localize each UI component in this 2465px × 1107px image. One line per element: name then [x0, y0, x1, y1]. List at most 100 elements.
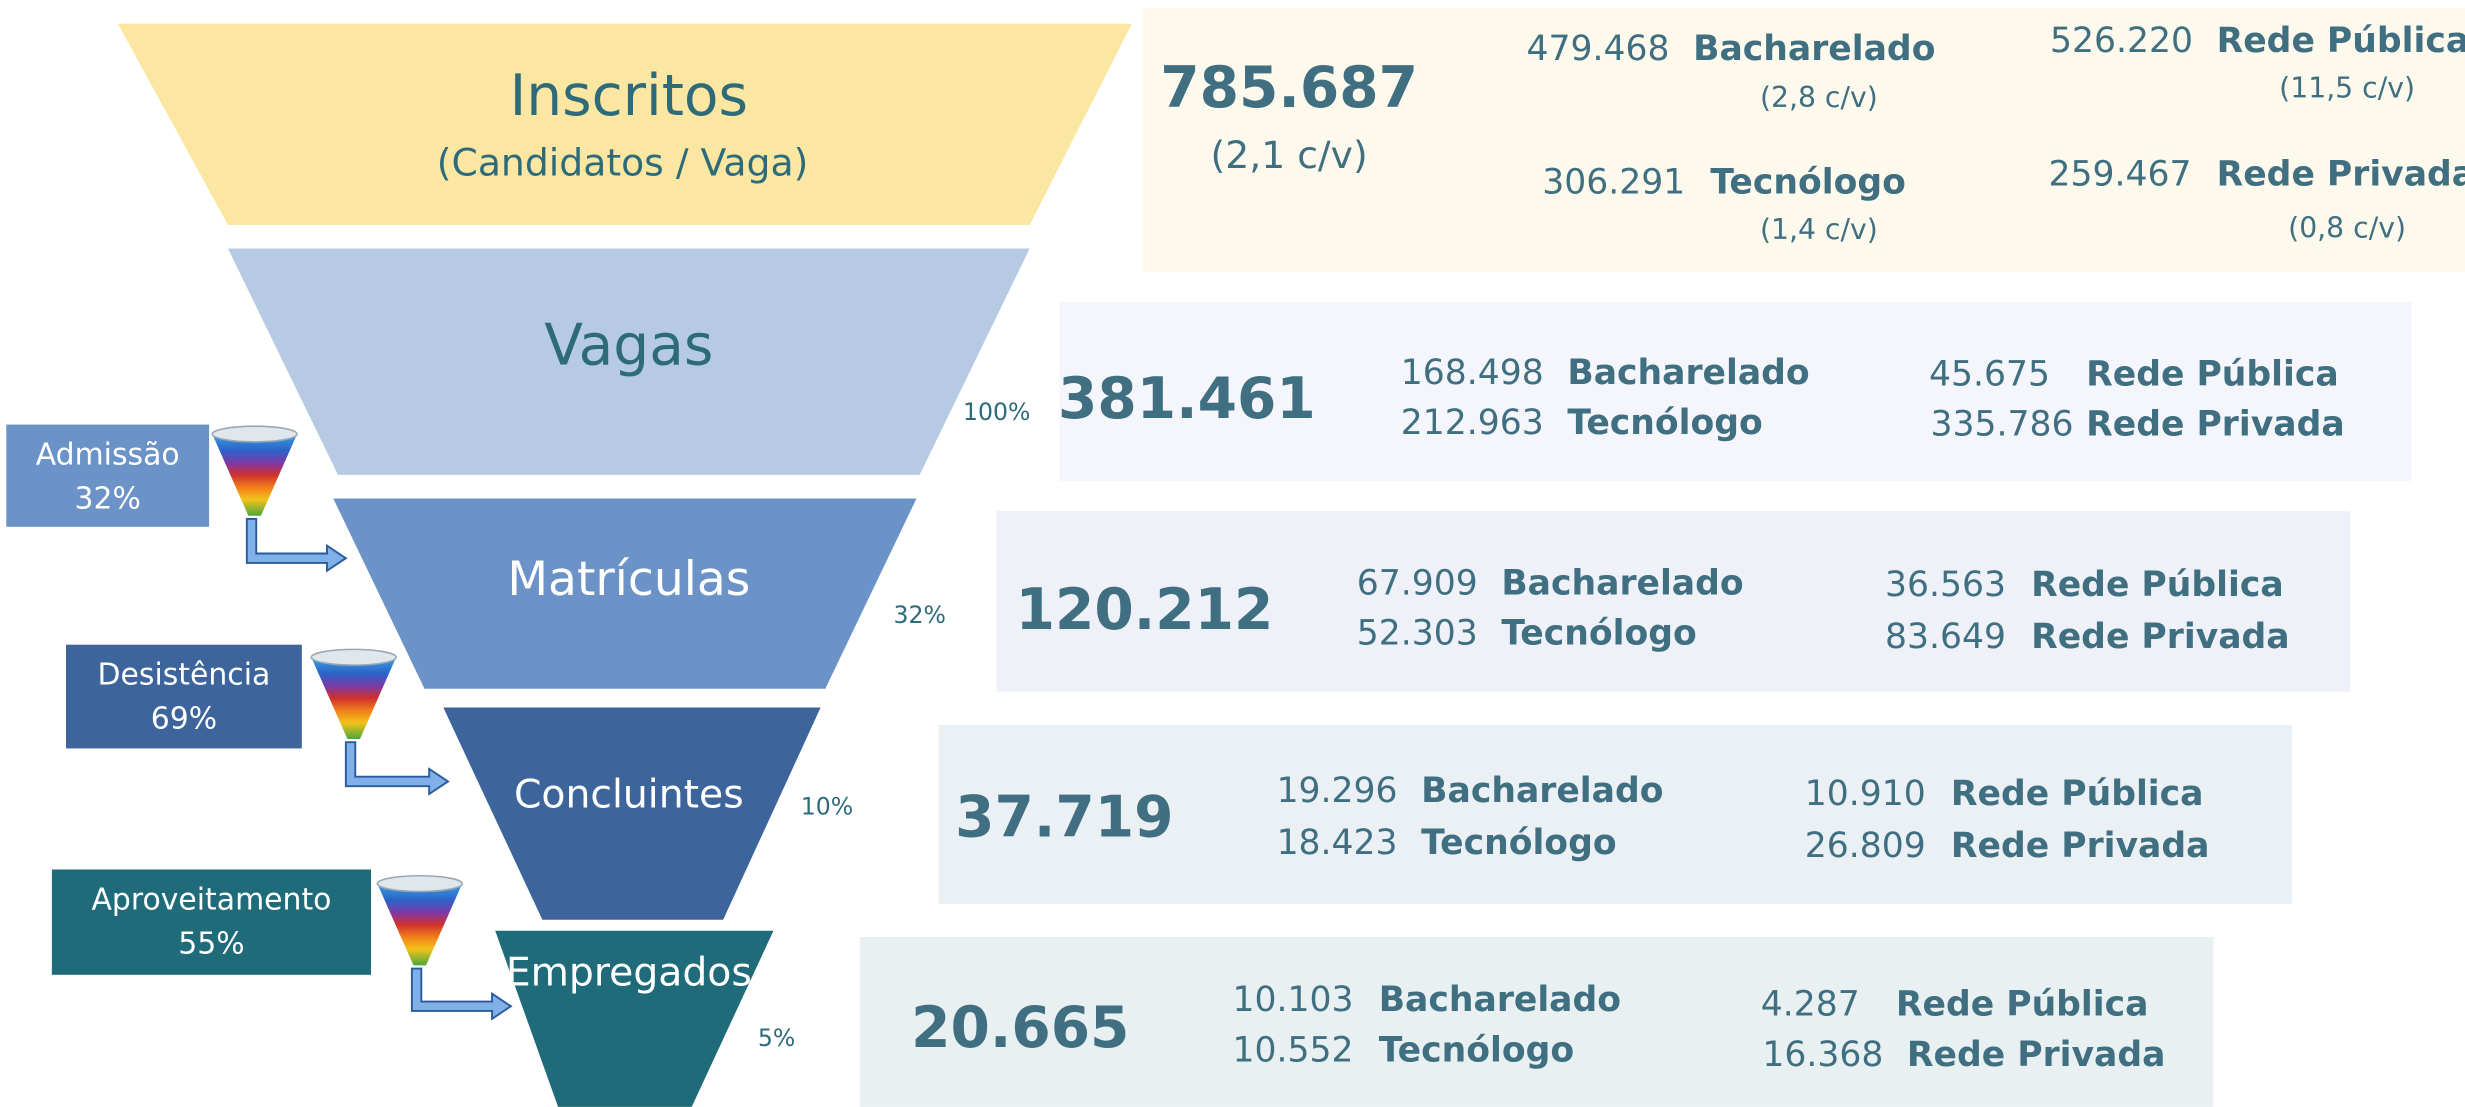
item-value: 16.368 — [1762, 1035, 1883, 1075]
stage-total: 37.719 — [955, 784, 1173, 850]
item-value: 306.291 — [1542, 163, 1685, 203]
panel-background — [938, 724, 2293, 905]
conversion-percent: 69% — [151, 702, 217, 737]
item-value: 10.552 — [1233, 1030, 1354, 1070]
item-label: Rede Pública — [1896, 985, 2149, 1025]
item-label: Tecnólogo — [1567, 403, 1762, 443]
conversion-label: Admissão — [36, 438, 180, 473]
funnel-stage: Inscritos (Candidatos / Vaga) — [117, 23, 1132, 225]
item-value: 479.468 — [1527, 29, 1670, 69]
item-value: 18.423 — [1277, 823, 1398, 863]
conversion-percent: 32% — [74, 482, 140, 517]
funnel-stage: Empregados 5% — [495, 930, 795, 1107]
funnel-segment — [227, 248, 1030, 475]
item-label: Tecnólogo — [1710, 163, 1905, 203]
stage-percent: 5% — [758, 1024, 795, 1052]
item-label: Rede Pública — [1951, 774, 2204, 814]
funnel-icon-rim — [376, 874, 463, 893]
funnel-icon-rim — [310, 648, 397, 666]
panel-background — [996, 511, 2351, 692]
funnel-segment — [333, 498, 917, 689]
item-value: 83.649 — [1885, 617, 2006, 657]
item-value: 10.103 — [1233, 980, 1354, 1020]
conversion: Aproveitamento 55% — [51, 869, 513, 1021]
stage-sublabel: (Candidatos / Vaga) — [437, 141, 809, 185]
item-label: Bacharelado — [1379, 980, 1621, 1020]
item-label: Bacharelado — [1421, 771, 1663, 811]
stage-total: 120.212 — [1016, 577, 1274, 643]
funnel-stage: Matrículas 32% — [333, 498, 946, 689]
panel-background — [859, 937, 2214, 1107]
funnel-stage: Vagas 100% — [227, 248, 1030, 475]
item-label: Bacharelado — [1693, 29, 1935, 69]
item-label: Bacharelado — [1567, 353, 1809, 393]
item-value: 259.467 — [2048, 155, 2191, 195]
item-label: Tecnólogo — [1501, 614, 1696, 654]
arrow — [245, 517, 348, 573]
item-value: 45.675 — [1929, 354, 2050, 394]
stage-total: 785.687 — [1160, 55, 1418, 121]
item-value: 335.786 — [1931, 405, 2074, 445]
item-value: 10.910 — [1805, 774, 1926, 814]
funnel-icon — [377, 883, 463, 966]
item-value: 26.809 — [1805, 826, 1926, 866]
stage-percent: 10% — [801, 793, 853, 821]
stage-total: 20.665 — [911, 995, 1129, 1061]
item-value: 4.287 — [1761, 985, 1860, 1025]
item-label: Rede Privada — [1907, 1035, 2166, 1075]
item-sub: (1,4 c/v) — [1760, 213, 1878, 246]
item-label: Rede Pública — [2217, 21, 2465, 61]
item-label: Rede Privada — [2031, 617, 2290, 657]
item-value: 212.963 — [1401, 403, 1544, 443]
stage-panel: 37.719 19.296 Bacharelado 18.423 Tecnólogo 10… — [938, 724, 2293, 905]
stage-label: Vagas — [544, 313, 713, 379]
item-label: Tecnólogo — [1421, 823, 1616, 863]
panel-background — [1059, 301, 2412, 482]
stage-label: Inscritos — [510, 63, 748, 129]
funnel-segment — [495, 930, 774, 1107]
stage-label: Empregados — [506, 950, 752, 995]
panel-background — [1142, 7, 2465, 273]
item-sub: (2,8 c/v) — [1760, 81, 1878, 114]
stage-panel: 120.212 67.909 Bacharelado 52.303 Tecnólogo 3… — [996, 511, 2351, 692]
item-label: Tecnólogo — [1379, 1030, 1574, 1070]
stage-percent: 100% — [963, 398, 1030, 426]
conversion: Desistência 69% — [66, 644, 450, 796]
stage-percent: 32% — [893, 601, 945, 629]
item-label: Rede Pública — [2031, 565, 2284, 605]
item-value: 52.303 — [1357, 614, 1478, 654]
arrow — [344, 741, 450, 796]
item-label: Rede Privada — [2217, 155, 2465, 195]
stage-label: Matrículas — [507, 552, 750, 607]
conversion: Admissão 32% — [6, 424, 348, 573]
item-sub: (11,5 c/v) — [2279, 72, 2415, 105]
funnel-icon — [311, 657, 397, 740]
stage-total: 381.461 — [1058, 366, 1316, 432]
funnel-icon — [212, 434, 298, 516]
conversion-label: Desistência — [98, 658, 271, 693]
item-value: 526.220 — [2050, 21, 2193, 61]
arrow — [410, 967, 513, 1021]
item-label: Bacharelado — [1501, 563, 1743, 603]
stage-panel: 381.461 168.498 Bacharelado 212.963 Tecnólog… — [1058, 301, 2412, 482]
funnel-segment — [443, 707, 821, 920]
item-value: 19.296 — [1277, 771, 1398, 811]
item-label: Rede Privada — [1951, 826, 2210, 866]
stage-panel: 785.687 (2,1 c/v) 479.468 Bacharelado (2,8 c… — [1142, 7, 2465, 273]
item-value: 168.498 — [1401, 353, 1544, 393]
funnel-icon-rim — [211, 425, 298, 443]
funnel-stage: Concluintes 10% — [443, 707, 853, 920]
conversion-percent: 55% — [178, 926, 244, 961]
conversion-box — [6, 424, 210, 527]
item-label: Rede Privada — [2086, 405, 2345, 445]
stage-label: Concluintes — [514, 773, 744, 818]
conversion-box — [66, 644, 302, 749]
item-sub: (0,8 c/v) — [2288, 212, 2406, 245]
conversion-label: Aproveitamento — [91, 882, 331, 917]
item-value: 36.563 — [1885, 565, 2006, 605]
funnel-segment — [117, 23, 1132, 225]
stage-panel: 20.665 10.103 Bacharelado 10.552 Tecnólogo 4.… — [859, 937, 2214, 1107]
item-label: Rede Pública — [2086, 354, 2339, 394]
item-value: 67.909 — [1357, 563, 1478, 603]
